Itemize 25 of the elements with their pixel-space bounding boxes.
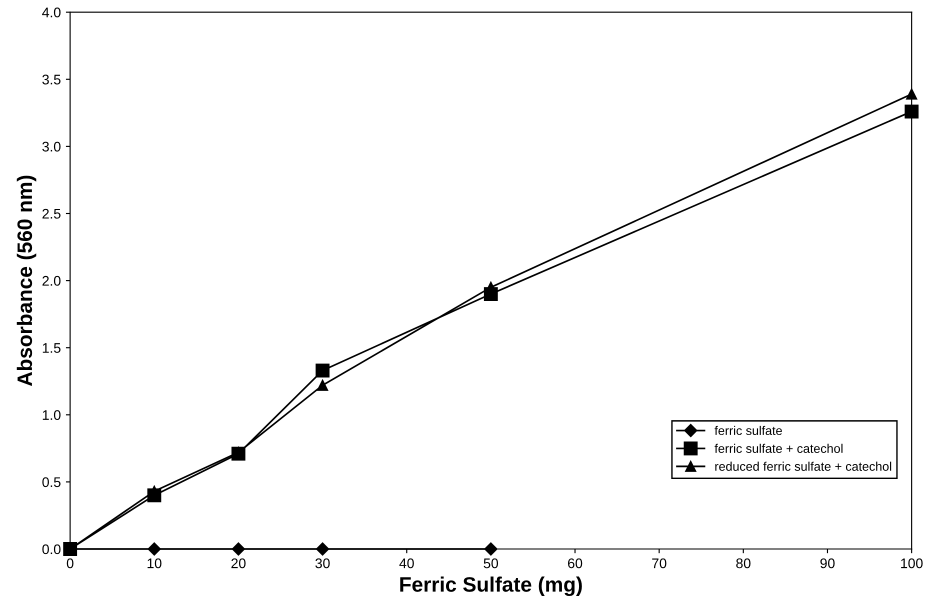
legend-label: ferric sulfate + catechol (714, 444, 842, 453)
x-tick-label: 70 (652, 558, 666, 568)
x-tick-label: 0 (66, 558, 74, 568)
x-tick-label: 30 (315, 558, 330, 568)
y-tick-label: 4.0 (42, 8, 61, 18)
legend-label: reduced ferric sulfate + catechol (715, 462, 892, 471)
y-tick-label: 1.5 (42, 343, 61, 353)
y-tick-label: 3.5 (42, 74, 61, 84)
y-axis-title: Absorbance (560 nm) (16, 176, 36, 386)
x-tick-label: 80 (736, 558, 751, 568)
y-tick-label: 2.5 (42, 208, 61, 219)
y-tick-label: 0.0 (42, 544, 61, 554)
legend-label: ferric sulfate (714, 426, 782, 436)
y-tick-label: 1.0 (42, 410, 61, 420)
y-tick-label: 0.5 (42, 477, 61, 488)
y-tick-label: 2.0 (42, 276, 61, 286)
x-tick-label: 50 (484, 558, 498, 568)
x-tick-label: 90 (820, 558, 835, 568)
x-tick-label: 10 (148, 558, 162, 568)
y-tick-label: 3.0 (42, 142, 61, 152)
x-tick-label: 100 (901, 558, 923, 568)
x-tick-label: 40 (399, 558, 414, 568)
x-tick-label: 60 (568, 558, 582, 568)
x-tick-label: 20 (231, 558, 246, 568)
x-axis-title: Ferric Sulfate (mg) (400, 576, 582, 596)
